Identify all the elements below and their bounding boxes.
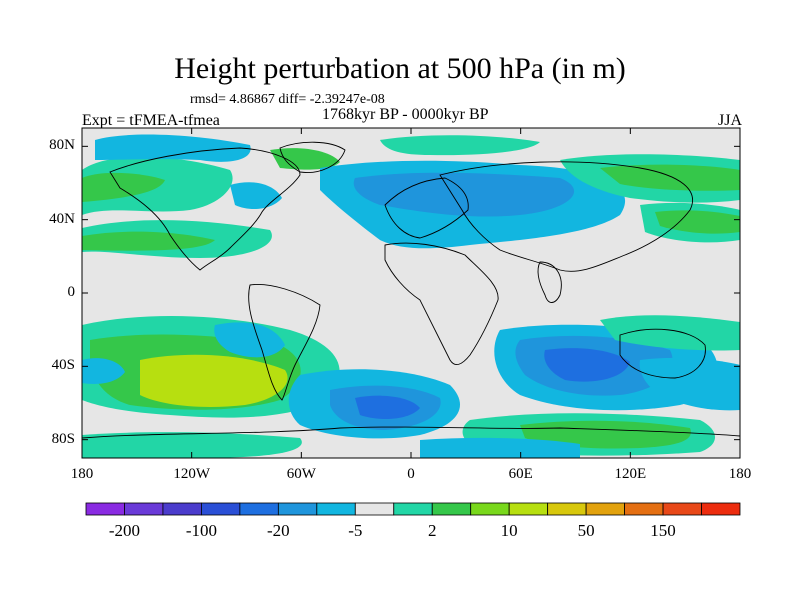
coastline-north-america [109,147,301,271]
lat-tick-label: 0 [67,284,76,300]
field-region-npac-east-green [600,164,740,191]
colorbar-swatch [624,502,664,516]
rmsd-diff-stats: rmsd= 4.86867 diff= -2.39247e-08 [190,92,385,107]
field-region-eurasia-midblue [353,172,575,217]
field-region-arctic-teal [380,135,540,156]
colorbar [85,502,741,516]
coastline-antarctica [82,426,740,439]
lat-tick-label: 40N [49,210,75,227]
colorbar-label: 150 [650,521,676,540]
season-label: JJA [717,112,742,129]
colorbar-swatch [701,502,741,516]
field-region-samerica-blue [214,322,285,358]
coastline-australia [619,328,706,379]
field-region-antarctic-teal [82,432,302,458]
field-region-spac-yellowgreen [140,354,288,407]
colorbar-swatch [662,502,702,516]
lat-tick-label: 80S [51,430,75,447]
colorbar-swatch [201,502,241,516]
field-region-seaust-blue [639,357,740,411]
field-region-sw-pacific-blue [82,358,125,384]
field-region-antarctic-blue [420,437,580,458]
colorbar-swatch [162,502,202,516]
lat-tick-label: 40S [51,357,75,374]
field-region-alaska-blue [95,134,251,162]
colorbar-label: -5 [348,521,363,540]
colorbar-label: -20 [267,521,290,540]
colorbar-swatch [124,502,164,516]
coastline-south-america [248,284,321,401]
colorbar-swatch [277,502,318,516]
lat-tick-label: 80N [49,137,75,154]
colorbar-label: -100 [185,521,217,540]
axis-ticks [81,128,741,458]
field-region-asia-green [655,210,740,234]
colorbar-swatch [316,502,356,516]
colorbar-label: 50 [577,521,595,540]
lon-tick-label: 60W [286,466,316,482]
colorbar-swatch [393,502,433,516]
field-region-npacific-green [82,172,165,202]
colorbar-label: 2 [427,521,437,540]
colorbar-label: 10 [500,521,518,540]
map-title: Height perturbation at 500 hPa (in m) [174,52,626,85]
coastline-africa [384,242,499,366]
lon-tick-label: 120W [173,466,210,482]
colorbar-swatch [354,502,395,516]
colorbar-label: -200 [108,521,141,540]
colorbar-swatch [239,502,279,516]
colorbar-swatch [508,502,549,516]
colorbar-swatch [470,502,510,516]
lon-tick-label: 0 [407,466,415,482]
field-region-natl-green [82,231,215,251]
field-region-indian-deepblue [544,348,630,382]
lon-tick-label: 180 [728,466,752,482]
lon-tick-label: 180 [70,466,94,482]
coastline-asia [439,161,693,272]
lon-tick-label: 60E [508,466,533,482]
field-region-europe-blue [230,182,282,210]
coastline-india [537,261,562,303]
lon-tick-label: 120E [614,466,647,482]
field-region-satl-deepblue [355,395,420,420]
colorbar-swatch [431,502,472,516]
field-region-australia-teal [600,315,740,351]
experiment-label: Expt = tFMEA-tfmea [82,112,220,129]
colorbar-swatch [585,502,625,516]
coastline-europe [384,177,469,239]
time-period-label: 1768kyr BP - 0000kyr BP [322,106,489,123]
field-region-greenland-green [270,148,340,170]
coastline-greenland [279,141,346,173]
colorbar-swatch [85,502,125,516]
colorbar-swatch [547,502,587,516]
